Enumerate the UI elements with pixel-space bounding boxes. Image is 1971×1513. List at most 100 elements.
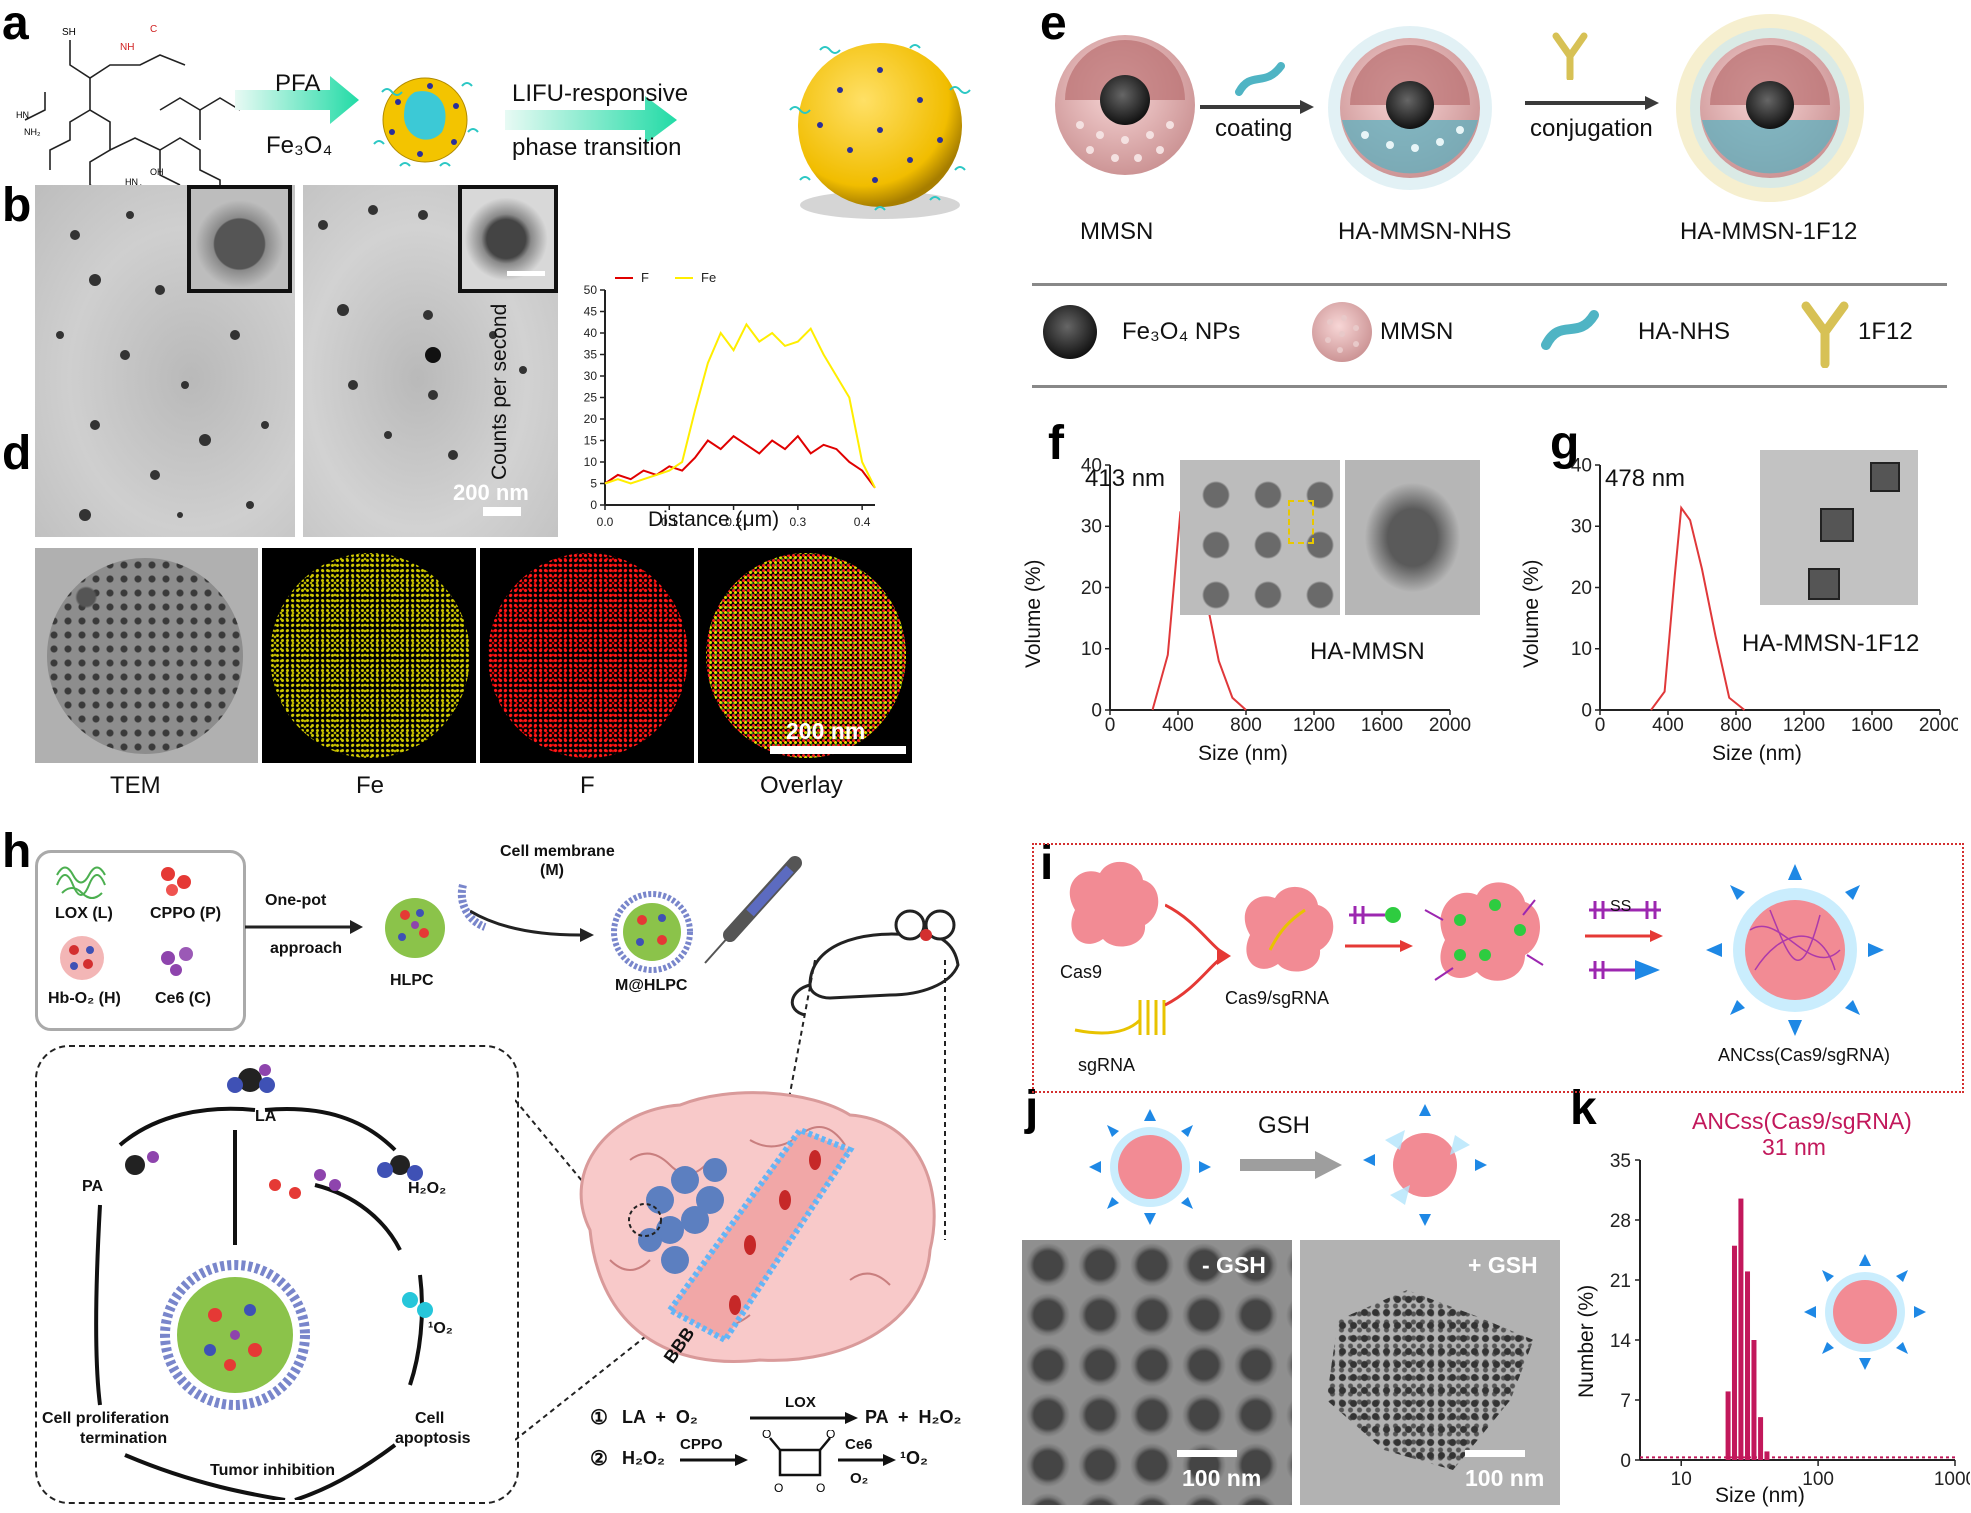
- arrow-2-panel-a: [505, 96, 677, 144]
- svg-text:C: C: [150, 24, 157, 35]
- y-tick-label: 15: [584, 434, 598, 448]
- tem-image-g: [1760, 450, 1918, 605]
- svg-text:O: O: [762, 1430, 771, 1441]
- hb-icon: [60, 936, 104, 980]
- panel-label-i: i: [1040, 837, 1054, 890]
- small-droplet: [373, 77, 479, 167]
- legend-fe3o4: Fe₃O₄ NPs: [1122, 318, 1241, 345]
- rxn1-cat: LOX: [785, 1394, 816, 1411]
- ha-strand-icon: [1235, 62, 1285, 96]
- arrow-conjugation-label: conjugation: [1530, 115, 1653, 142]
- panel-label-a: a: [2, 0, 29, 50]
- x-tick-label: 0.4: [854, 515, 871, 529]
- mmsn-particle: [1055, 35, 1195, 175]
- crosslinker-icon: [1589, 901, 1661, 919]
- stage-ha-mmsn-nhs: HA-MMSN-NHS: [1338, 218, 1512, 245]
- cell-prolif-2: termination: [80, 1430, 168, 1447]
- chart-c-xlabel: Distance (μm): [648, 508, 780, 531]
- x-tick-label: 400: [1652, 715, 1684, 735]
- dioxetanedione-icon: O O O O: [762, 1430, 835, 1495]
- legend-lox: LOX (L): [55, 905, 113, 922]
- y-tick-label: 0: [1581, 700, 1592, 721]
- h2o2-label: H₂O₂: [408, 1180, 447, 1197]
- x-tick-label: 800: [1720, 715, 1752, 735]
- arrow-gsh: [1240, 1151, 1342, 1179]
- syringe-icon: [704, 856, 802, 964]
- x-tick-label: 0.3: [790, 515, 807, 529]
- y-tick-label: 28: [1610, 1211, 1631, 1232]
- rxn1-num: ①: [590, 1407, 608, 1429]
- membrane-label-1: Cell membrane: [500, 843, 615, 860]
- m-hlpc-particle: [611, 891, 693, 973]
- sample-label-f: HA-MMSN: [1310, 638, 1425, 665]
- rxn2-num: ②: [590, 1448, 608, 1470]
- tem-image-d: [35, 548, 258, 763]
- chart-k-label-2: 31 nm: [1762, 1134, 1826, 1160]
- y-tick-label: 40: [1081, 455, 1102, 476]
- chart-c-ylabel: Counts per second: [488, 303, 511, 480]
- x-tick-label: 2000: [1919, 715, 1958, 735]
- chart-c: 0.0 0.1 0.2 0.3 0.4 0 5 10 15 20 25 30 35 40 45 50 F Fe: [584, 270, 876, 529]
- cas9-sgrna-complex: [1244, 886, 1334, 972]
- y-tick-label: 20: [1571, 578, 1592, 599]
- bar: [1758, 1417, 1764, 1460]
- approach-label: approach: [270, 940, 343, 957]
- y-tick-label: 35: [584, 348, 598, 362]
- scale-label-j1: 100 nm: [1182, 1465, 1262, 1491]
- panel-label-d: d: [2, 427, 32, 480]
- hlpc-label: HLPC: [390, 972, 434, 989]
- cas9-blob: [1069, 861, 1159, 947]
- scale-label-j2: 100 nm: [1465, 1465, 1545, 1491]
- m-hlpc-label: M@HLPC: [615, 977, 688, 994]
- chart-k-ylabel: Number (%): [1575, 1284, 1598, 1398]
- chart-f: 0 400 800 1200 1600 2000 0 10 20 30 40: [1081, 455, 1471, 735]
- y-tick-label: 20: [1081, 578, 1102, 599]
- tem-image-b-left: [35, 185, 295, 537]
- rxn1-arrow: [750, 1412, 858, 1424]
- tem-minus-gsh: - GSH 100 nm: [1022, 1240, 1292, 1505]
- chart-k-label-1: ANCss(Cas9/sgRNA): [1692, 1108, 1912, 1134]
- y-tick-label: 14: [1610, 1331, 1632, 1352]
- chart-f-ylabel: Volume (%): [1022, 559, 1045, 668]
- tem-minus-particles: [1022, 1240, 1292, 1505]
- y-tick-label: 30: [584, 369, 598, 383]
- legend-text-fe: Fe: [701, 270, 716, 285]
- cube-2: [1820, 508, 1854, 542]
- x-tick-label: 0.2: [725, 515, 742, 529]
- scale-bar-j2: [1465, 1450, 1525, 1457]
- chart-f-xlabel: Size (nm): [1198, 742, 1288, 765]
- plus-gsh-label: + GSH: [1468, 1252, 1538, 1278]
- x-tick-label: 0.0: [597, 515, 614, 529]
- x-tick-label: 1200: [1293, 715, 1335, 735]
- anc-nanocapsule: [1706, 864, 1884, 1036]
- chart-k-xlabel: Size (nm): [1715, 1484, 1805, 1507]
- chart-f-peak: 413 nm: [1085, 465, 1166, 492]
- anc-label: ANCss(Cas9/sgRNA): [1718, 1045, 1891, 1065]
- mechanism-diagram: [94, 1064, 433, 1500]
- legend-ce6: Ce6 (C): [155, 990, 212, 1007]
- scale-bar-label-d: 200 nm: [786, 718, 866, 744]
- ss-label: SS: [1610, 898, 1632, 915]
- tem-plus-gsh: + GSH 100 nm: [1300, 1240, 1560, 1505]
- svg-text:OH: OH: [150, 167, 164, 177]
- cube-1: [1870, 462, 1900, 492]
- x-tick-label: 10: [1671, 1469, 1692, 1490]
- tem-image-f: [1180, 460, 1480, 615]
- chart-g-peak: 478 nm: [1605, 465, 1686, 492]
- x-tick-label: 1600: [1361, 715, 1403, 735]
- panel-label-j: j: [1025, 1082, 1039, 1135]
- arrow-i-1: [1165, 903, 1231, 1007]
- fe-dots: [270, 553, 470, 758]
- arrow-1-panel-a: [235, 76, 359, 124]
- bar: [1751, 1340, 1757, 1460]
- y-tick-label: 10: [1571, 639, 1592, 660]
- bar: [1725, 1391, 1731, 1460]
- cas9-label: Cas9: [1060, 962, 1103, 982]
- legend-hb: Hb-O₂ (H): [48, 990, 121, 1007]
- rxn2-right: ¹O₂: [900, 1448, 928, 1468]
- rxn2-cat3: O₂: [850, 1470, 869, 1487]
- panel-label-f: f: [1048, 417, 1064, 470]
- panel-label-b: b: [2, 179, 32, 232]
- mmsn-legend-icon: [1312, 302, 1372, 362]
